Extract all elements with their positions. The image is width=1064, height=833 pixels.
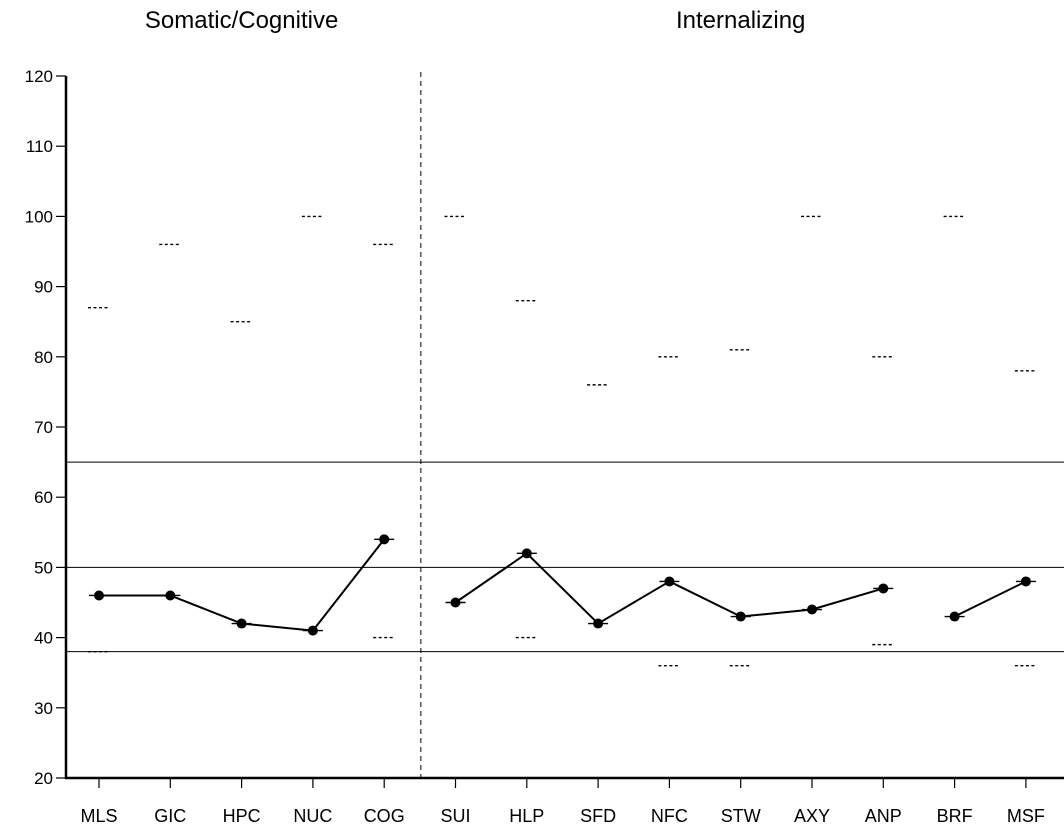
score-segment-HPC-NUC (241, 622, 313, 632)
y-tick-label-80: 80 (34, 348, 53, 367)
score-point-BRF (949, 611, 960, 622)
score-point-HPC (236, 618, 247, 629)
category-label-SFD: SFD (580, 806, 616, 826)
score-segment-SUI-HLP (454, 552, 528, 604)
score-point-MSF (1020, 576, 1031, 587)
y-tick-label-60: 60 (34, 488, 53, 507)
category-label-COG: COG (364, 806, 405, 826)
score-point-AXY (807, 604, 817, 615)
y-tick-label-70: 70 (34, 418, 53, 437)
category-label-MSF: MSF (1007, 806, 1045, 826)
category-label-GIC: GIC (154, 806, 186, 826)
category-label-MLS: MLS (80, 806, 117, 826)
category-label-NFC: NFC (651, 806, 688, 826)
y-tick-label-110: 110 (26, 137, 53, 156)
group-title-0: Somatic/Cognitive (145, 7, 338, 34)
category-label-BRF: BRF (937, 806, 973, 826)
y-tick-label-40: 40 (34, 629, 53, 648)
category-label-SUI: SUI (440, 806, 470, 826)
category-label-NUC: NUC (293, 806, 332, 826)
reference-lines (66, 461, 1064, 653)
range-marks (88, 215, 1037, 667)
category-label-HLP: HLP (509, 806, 544, 826)
category-label-STW: STW (721, 806, 761, 826)
score-point-STW (735, 611, 746, 622)
category-label-HPC: HPC (223, 806, 261, 826)
category-labels: MLS GIC HPC NUC COG SUI HLP SFD NFC STW AXY ANP BRF M… (80, 806, 1044, 826)
y-tick-label-30: 30 (34, 699, 53, 718)
score-point-COG (379, 534, 390, 545)
category-label-AXY: AXY (794, 806, 830, 826)
score-series (89, 534, 1036, 636)
score-segment-GIC-HPC (169, 594, 242, 625)
category-label-ANP: ANP (865, 806, 902, 826)
score-point-NFC (664, 576, 675, 587)
score-point-NUC (307, 625, 318, 636)
score-segment-HLP-SFD (526, 552, 599, 625)
score-segment-STW-AXY (740, 608, 813, 618)
group-title-1: Internalizing (676, 7, 805, 34)
score-point-ANP (878, 583, 889, 594)
score-segment-NFC-STW (668, 580, 742, 618)
group-titles: Somatic/Cognitive Internalizing (145, 7, 806, 34)
score-segment-BRF-MSF (954, 580, 1027, 618)
score-segment-NUC-COG (312, 538, 385, 632)
axes: 20 30 40 50 60 70 80 90 100 110 120 (25, 67, 1064, 788)
y-tick-label-90: 90 (34, 278, 53, 297)
y-tick-label-120: 120 (25, 67, 53, 86)
y-tick-label-20: 20 (34, 769, 53, 788)
score-segment-AXY-ANP (811, 587, 884, 611)
y-tick-label-100: 100 (25, 207, 53, 226)
score-point-SFD (593, 618, 604, 629)
score-point-SUI (450, 597, 461, 608)
score-point-HLP (521, 548, 532, 559)
y-tick-label-50: 50 (34, 558, 53, 577)
score-point-MLS (94, 590, 104, 601)
score-segment-SFD-NFC (597, 580, 670, 625)
score-point-GIC (165, 590, 176, 601)
